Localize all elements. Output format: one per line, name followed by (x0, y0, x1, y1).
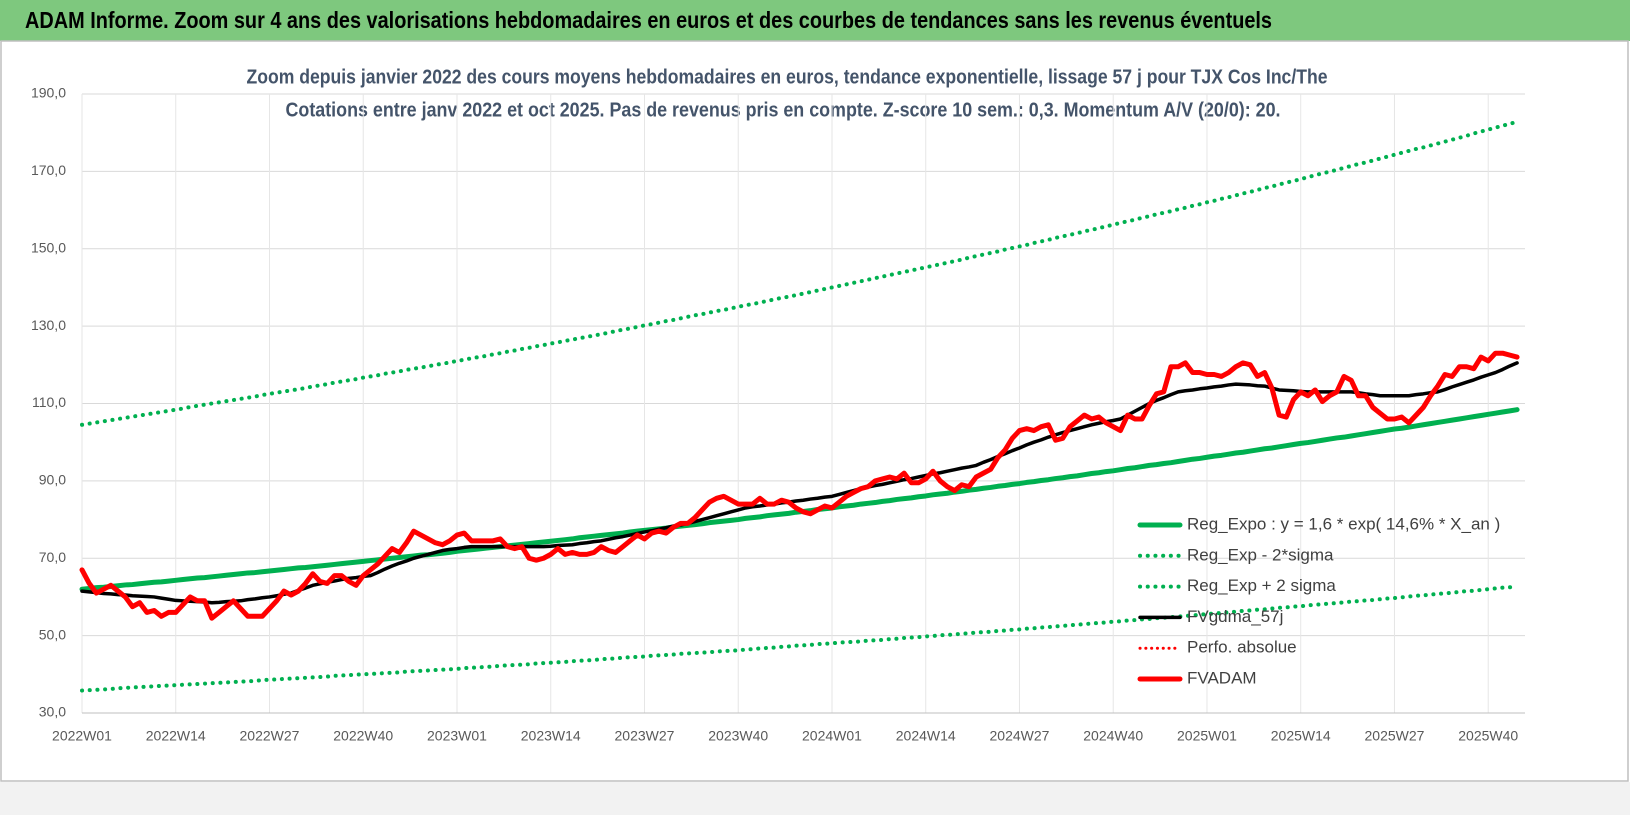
y-tick-label: 130,0 (31, 317, 66, 333)
x-tick-label: 2025W14 (1271, 728, 1331, 744)
x-tick-label: 2022W40 (333, 728, 393, 744)
legend: Reg_Expo : y = 1,6 * exp( 14,6% * X_an )… (1137, 514, 1500, 687)
y-tick-label: 50,0 (39, 626, 66, 642)
y-tick-label: 190,0 (31, 85, 66, 101)
header-title: ADAM Informe. Zoom sur 4 ans des valoris… (25, 7, 1272, 33)
y-tick-label: 70,0 (39, 549, 66, 565)
chart-frame (0, 40, 1629, 782)
header-bar (0, 0, 1630, 41)
x-tick-label: 2024W40 (1083, 728, 1143, 744)
x-tick-label: 2024W27 (990, 728, 1050, 744)
y-tick-label: 30,0 (39, 704, 66, 720)
x-tick-label: 2023W40 (708, 728, 768, 744)
y-tick-label: 90,0 (39, 472, 66, 488)
y-tick-label: 170,0 (31, 162, 66, 178)
x-tick-label: 2025W40 (1458, 728, 1518, 744)
series-line (80, 119, 1520, 427)
legend-label: FVADAM (1187, 668, 1257, 687)
footer-strip (0, 782, 1630, 815)
legend-label: Perfo. absolue (1187, 638, 1297, 657)
legend-label: Reg_Exp - 2*sigma (1187, 545, 1334, 564)
x-tick-label: 2023W01 (427, 728, 487, 744)
x-tick-label: 2023W14 (521, 728, 581, 744)
series-line (79, 350, 1520, 621)
x-tick-label: 2023W27 (615, 728, 675, 744)
x-tick-label: 2025W27 (1365, 728, 1425, 744)
x-tick-label: 2025W01 (1177, 728, 1237, 744)
x-tick-label: 2024W14 (896, 728, 956, 744)
grid: 30,0 50,0 70,0 90,0 110,0 130,0 150,0 170,0 190,… (31, 85, 1525, 744)
plot-area (79, 119, 1520, 693)
chart-subtitle: Cotations entre janv 2022 et oct 2025. P… (286, 99, 1281, 121)
y-tick-label: 110,0 (32, 394, 66, 410)
x-tick-label: 2022W14 (146, 728, 206, 744)
x-tick-label: 2022W27 (240, 728, 300, 744)
series-line (80, 584, 1520, 693)
y-tick-label: 150,0 (31, 239, 66, 255)
legend-label: Reg_Exp + 2 sigma (1187, 576, 1336, 595)
x-tick-label: 2024W01 (802, 728, 862, 744)
legend-label: Reg_Expo : y = 1,6 * exp( 14,6% * X_an ) (1187, 514, 1500, 533)
chart-title: Zoom depuis janvier 2022 des cours moyen… (247, 66, 1328, 88)
x-tick-label: 2022W01 (52, 728, 112, 744)
legend-label: FVgdma_57j (1187, 607, 1283, 626)
